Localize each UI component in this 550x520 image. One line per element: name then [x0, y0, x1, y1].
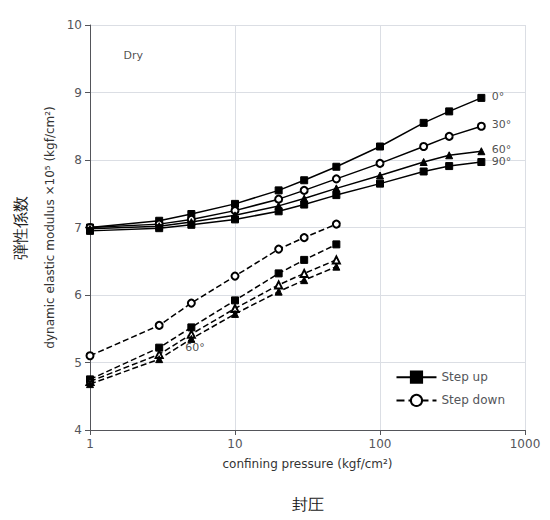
svg-text:8: 8	[74, 153, 82, 167]
svg-text:Step down: Step down	[441, 393, 505, 407]
svg-text:0°: 0°	[492, 90, 505, 103]
svg-text:5: 5	[74, 356, 82, 370]
svg-text:封圧: 封圧	[292, 495, 324, 514]
svg-text:7: 7	[74, 221, 82, 235]
svg-text:100: 100	[369, 437, 392, 451]
svg-text:弾性係数: 弾性係数	[11, 196, 30, 260]
svg-text:60°: 60°	[185, 341, 205, 354]
svg-text:dynamic elastic modulus ×10⁵ (: dynamic elastic modulus ×10⁵ (kgf/cm²)	[43, 106, 57, 348]
svg-text:10: 10	[67, 18, 82, 32]
svg-text:10: 10	[227, 437, 242, 451]
svg-text:90°: 90°	[492, 155, 512, 168]
svg-text:1000: 1000	[510, 437, 541, 451]
svg-text:Step up: Step up	[441, 370, 487, 384]
svg-text:confining pressure (kgf/cm²): confining pressure (kgf/cm²)	[222, 457, 392, 471]
svg-text:60°: 60°	[491, 143, 512, 157]
svg-text:4: 4	[74, 423, 82, 437]
svg-text:30°: 30°	[492, 118, 512, 131]
svg-text:Dry: Dry	[124, 49, 144, 62]
svg-text:6: 6	[74, 288, 82, 302]
svg-text:1: 1	[86, 437, 94, 451]
svg-text:9: 9	[74, 86, 82, 100]
